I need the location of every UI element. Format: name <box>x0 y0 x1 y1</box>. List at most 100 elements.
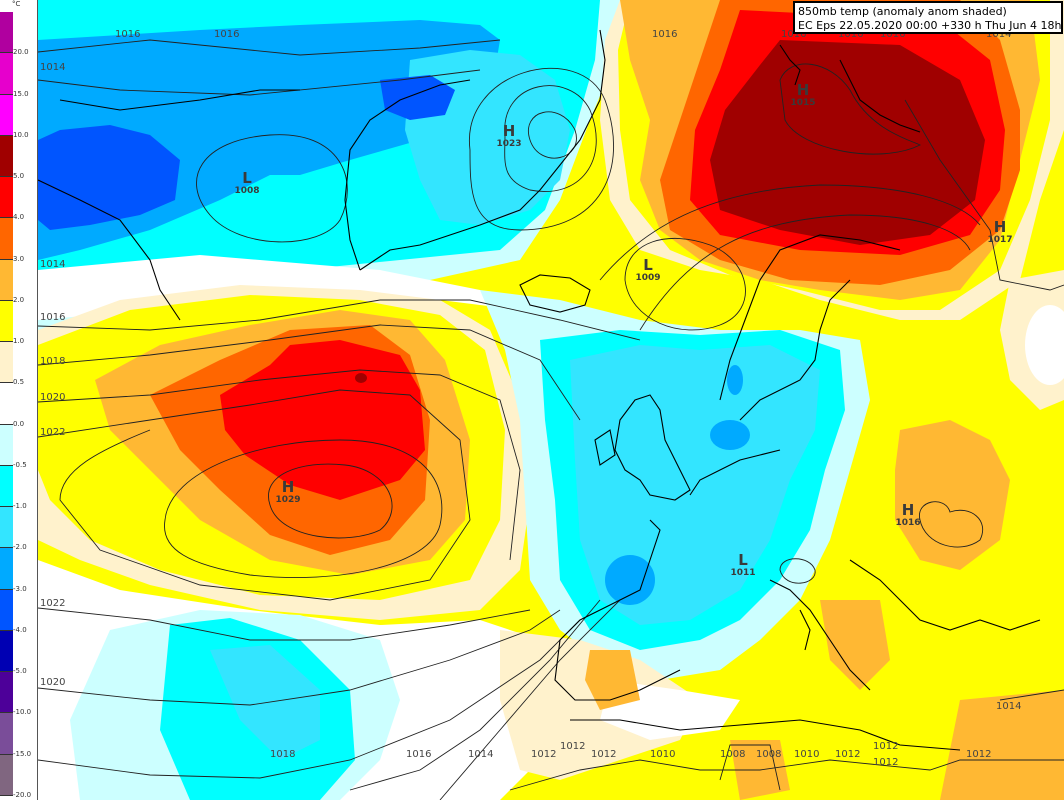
legend-unit-label: °C <box>12 0 21 8</box>
coastline-british-isles <box>594 394 691 501</box>
isobar-1023-high <box>528 111 577 159</box>
legend-tick-label: -5.0 <box>13 667 27 676</box>
pressure-center-letter: H <box>502 122 516 140</box>
coastlines <box>38 29 1041 751</box>
pressure-center-letter: L <box>242 169 252 187</box>
low-pressure-center: L 1009 <box>633 258 663 284</box>
isobar-label: 1014 <box>996 701 1022 712</box>
isobar-label: 1014 <box>40 259 66 270</box>
legend-swatch <box>0 589 13 631</box>
anomaly-region-europe-cold-norway <box>727 365 743 395</box>
high-pressure-center: H 1016 <box>893 501 923 529</box>
isobar-label: 1018 <box>270 749 296 760</box>
isobar-label: 1014 <box>468 749 494 760</box>
coastline-greenland <box>344 29 606 271</box>
coastline-iceland <box>519 274 591 313</box>
anomaly-region-europe-cold-2 <box>570 345 820 625</box>
legend-tick-label: 3.0 <box>13 254 25 263</box>
coastline-svalbard <box>779 44 801 86</box>
anomaly-region-sahara-warm <box>940 690 1064 800</box>
isobar-label: 1022 <box>40 598 66 609</box>
isobar-1029-high <box>268 463 393 539</box>
isobar-label: 1016 <box>880 29 906 40</box>
anomaly-region-atlantic-warm-4 <box>220 340 425 500</box>
isobar-1016-north <box>38 39 501 56</box>
pressure-center-letter: H <box>993 218 1007 236</box>
legend-tick-label: -10.0 <box>13 708 32 717</box>
isobar-label: 1014 <box>986 29 1012 40</box>
legend-swatch <box>0 630 13 673</box>
legend-swatch <box>0 135 13 178</box>
legend-tick-label: -0.5 <box>13 460 27 469</box>
isobar-arctic-2 <box>639 214 971 331</box>
isobar-label: 1022 <box>40 427 66 438</box>
legend-tick-label: -3.0 <box>13 584 27 593</box>
isobar-label: 1016 <box>781 29 807 40</box>
legend-tick-label: 1.0 <box>13 337 25 346</box>
legend-swatch <box>0 300 13 343</box>
isobar-label: 1012 <box>531 749 557 760</box>
isobar-1022-atlantic <box>38 389 471 601</box>
legend-swatch <box>0 754 13 796</box>
isobar-label: 1016 <box>40 312 66 323</box>
anomaly-region-balkan-warm <box>895 420 1010 570</box>
isobar-label: 1020 <box>40 677 66 688</box>
pressure-center-letter: L <box>738 551 748 569</box>
isobar-label: 1012 <box>966 749 992 760</box>
legend-tick-label: 4.0 <box>13 213 25 222</box>
legend-tick-label: -1.0 <box>13 502 27 511</box>
coastline-balkans <box>849 559 1041 631</box>
isobar-1014-south <box>439 599 621 800</box>
legend-swatch <box>0 218 13 260</box>
anomaly-region-europe-cold-north-sea <box>710 420 750 450</box>
high-pressure-center: H 1017 <box>985 218 1015 246</box>
pressure-center-value: 1008 <box>234 186 260 196</box>
isobar-greenland-1 <box>504 85 597 192</box>
isobar-label: 1010 <box>794 749 820 760</box>
isobar-1020-south <box>38 609 561 706</box>
legend-tick-label: -4.0 <box>13 625 27 634</box>
legend-tick-label: -2.0 <box>13 543 27 552</box>
legend-swatch <box>0 713 13 755</box>
low-pressure-center: L 1011 <box>728 551 758 579</box>
isobar-label: 1012 <box>835 749 861 760</box>
isobar-greenland-2 <box>469 67 614 231</box>
chart-title: 850mb temp (anomaly anom shaded) <box>798 5 1007 18</box>
isobars <box>38 39 1064 800</box>
legend-tick-label: 10.0 <box>13 130 29 139</box>
isobar-1022-south <box>38 607 531 641</box>
isobar-label: 1008 <box>720 749 746 760</box>
pressure-center-value: 1009 <box>635 273 661 283</box>
pressure-center-value: 1011 <box>730 568 756 578</box>
isobar-arctic-1 <box>599 184 981 281</box>
legend-tick-label: 15.0 <box>13 89 29 98</box>
legend-swatch <box>0 342 13 384</box>
coastline-north-africa <box>570 719 961 751</box>
legend-tick-label: -15.0 <box>13 749 32 758</box>
low-pressure-center: L 1008 <box>232 169 262 197</box>
isobar-label: 1018 <box>40 356 66 367</box>
isobar-label: 1008 <box>756 749 782 760</box>
coastline-scandinavia <box>719 234 901 421</box>
weather-map: 1016 1016 1014 1014 1016 1018 1020 1022 1022 1020… <box>38 0 1064 800</box>
isobar-1008-low <box>196 134 348 243</box>
pressure-center-letter: H <box>796 81 810 99</box>
legend-tick-label: 2.0 <box>13 295 25 304</box>
isobar-1014-north <box>38 69 481 96</box>
legend-swatch <box>0 259 13 301</box>
anomaly-region-atlantic-warm-5 <box>355 373 367 383</box>
isobar-label: 1010 <box>650 749 676 760</box>
pressure-center-value: 1023 <box>496 139 522 149</box>
pressure-center-letter: H <box>901 501 915 519</box>
isobar-label: 1012 <box>873 741 899 752</box>
legend-swatch <box>0 383 13 425</box>
isobar-label: 1012 <box>591 749 617 760</box>
legend-swatch <box>0 53 13 95</box>
pressure-center-value: 1017 <box>987 235 1013 245</box>
coastline-canada <box>38 89 300 321</box>
high-pressure-center: H 1015 <box>788 81 818 109</box>
legend-swatch <box>0 12 13 54</box>
color-legend: °C 20.0 15.0 10.0 5.0 4.0 3.0 2.0 1.0 0.5 0.0 -0.5… <box>0 0 38 800</box>
isobar-label: 1016 <box>406 749 432 760</box>
legend-swatch <box>0 177 13 219</box>
